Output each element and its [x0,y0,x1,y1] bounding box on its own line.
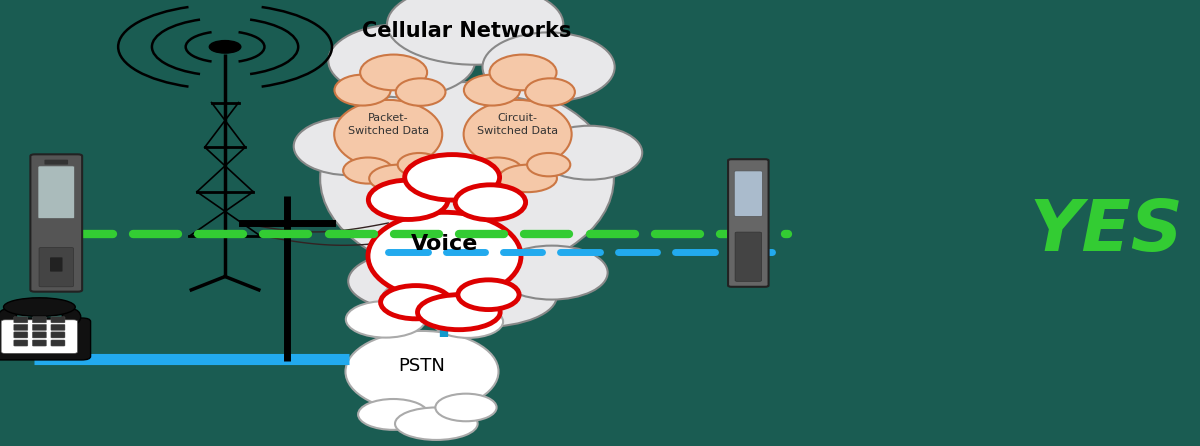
Ellipse shape [433,306,503,338]
FancyBboxPatch shape [50,324,65,330]
Ellipse shape [418,295,500,330]
FancyBboxPatch shape [40,248,73,287]
FancyBboxPatch shape [50,332,65,338]
Ellipse shape [62,309,80,325]
FancyBboxPatch shape [0,318,90,360]
Ellipse shape [464,74,520,106]
Ellipse shape [526,78,575,106]
Ellipse shape [346,301,426,338]
Ellipse shape [335,100,443,169]
Ellipse shape [498,165,557,192]
FancyBboxPatch shape [32,324,47,330]
Ellipse shape [329,24,475,97]
Ellipse shape [388,0,563,65]
Ellipse shape [370,165,427,192]
Ellipse shape [294,117,406,175]
Ellipse shape [382,277,478,320]
Ellipse shape [404,155,499,200]
FancyBboxPatch shape [44,160,68,165]
FancyBboxPatch shape [736,232,762,281]
FancyBboxPatch shape [1,320,78,354]
Ellipse shape [436,394,497,421]
Ellipse shape [397,153,440,176]
Ellipse shape [395,408,478,440]
FancyBboxPatch shape [50,317,65,323]
Text: Packet-
Switched Data: Packet- Switched Data [348,113,428,136]
Ellipse shape [473,157,522,184]
Text: Circuit-
Switched Data: Circuit- Switched Data [478,113,558,136]
Ellipse shape [463,100,571,169]
Ellipse shape [358,399,428,430]
FancyBboxPatch shape [13,340,28,346]
FancyBboxPatch shape [13,324,28,330]
Ellipse shape [0,309,17,325]
FancyBboxPatch shape [728,159,768,287]
Ellipse shape [320,82,614,275]
Ellipse shape [482,33,614,102]
FancyBboxPatch shape [32,340,47,346]
FancyBboxPatch shape [13,317,28,323]
Ellipse shape [455,185,526,220]
FancyBboxPatch shape [30,154,82,292]
Ellipse shape [368,212,521,300]
Ellipse shape [343,157,392,184]
Ellipse shape [458,280,520,310]
Ellipse shape [368,180,448,219]
FancyBboxPatch shape [50,257,62,272]
Ellipse shape [490,54,557,90]
Ellipse shape [536,126,642,180]
Ellipse shape [496,246,607,300]
FancyBboxPatch shape [13,332,28,338]
Text: Cellular Networks: Cellular Networks [362,21,571,41]
Text: Voice: Voice [410,234,478,253]
Ellipse shape [346,331,498,412]
Ellipse shape [396,78,445,106]
FancyBboxPatch shape [734,171,762,216]
Text: YES: YES [1030,198,1183,266]
FancyBboxPatch shape [32,332,47,338]
FancyBboxPatch shape [50,340,65,346]
FancyBboxPatch shape [38,166,74,219]
Text: PSTN: PSTN [398,357,445,375]
Circle shape [209,41,241,53]
Ellipse shape [348,252,472,310]
Ellipse shape [335,74,391,106]
FancyBboxPatch shape [32,317,47,323]
Ellipse shape [360,54,427,90]
Ellipse shape [4,298,76,316]
Ellipse shape [527,153,570,176]
Ellipse shape [410,265,557,327]
Ellipse shape [380,285,451,319]
